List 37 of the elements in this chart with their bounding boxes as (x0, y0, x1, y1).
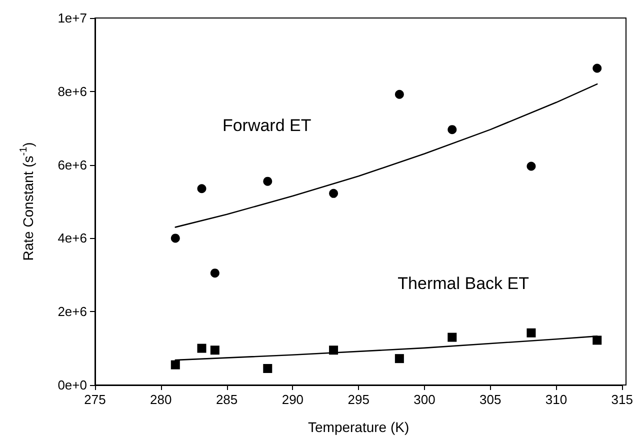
point (526, 328, 536, 338)
y-tick-label: 1e+7 (58, 10, 87, 26)
x-tick-label: 285 (216, 392, 238, 407)
x-tick-label: 275 (84, 392, 106, 407)
point (197, 344, 206, 353)
point (263, 176, 272, 186)
x-tick-label: 300 (414, 392, 436, 407)
point (170, 360, 180, 370)
point (448, 332, 457, 342)
x-axis-title: Temperature (K) (308, 419, 410, 435)
x-tick-label: 290 (282, 392, 304, 407)
point (526, 162, 536, 171)
point (394, 90, 404, 99)
point (592, 64, 602, 73)
point (170, 234, 180, 243)
point (263, 364, 272, 373)
point (329, 188, 338, 198)
line-series (174, 83, 598, 228)
x-tick-label: 310 (545, 392, 568, 407)
point (210, 268, 220, 278)
x-tick-label: 295 (348, 392, 370, 407)
point (592, 336, 602, 345)
point (197, 184, 206, 194)
annotation: Forward ET (222, 116, 312, 136)
annotation: Thermal Back ET (398, 274, 529, 293)
x-tick-label: 305 (480, 392, 502, 407)
point (394, 354, 404, 364)
y-tick-label: 0e+0 (58, 378, 87, 392)
point (448, 125, 457, 134)
y-tick-label: 4e+6 (58, 230, 87, 246)
x-tick-label: 280 (150, 392, 172, 407)
y-tick-label: 2e+6 (58, 304, 87, 320)
point (210, 346, 220, 355)
x-tick-label: 315 (611, 392, 634, 407)
y-axis-title: Rate Constant (s-1) (18, 142, 36, 261)
y-tick-label: 8e+6 (58, 84, 87, 99)
y-tick-label: 6e+6 (58, 157, 87, 172)
